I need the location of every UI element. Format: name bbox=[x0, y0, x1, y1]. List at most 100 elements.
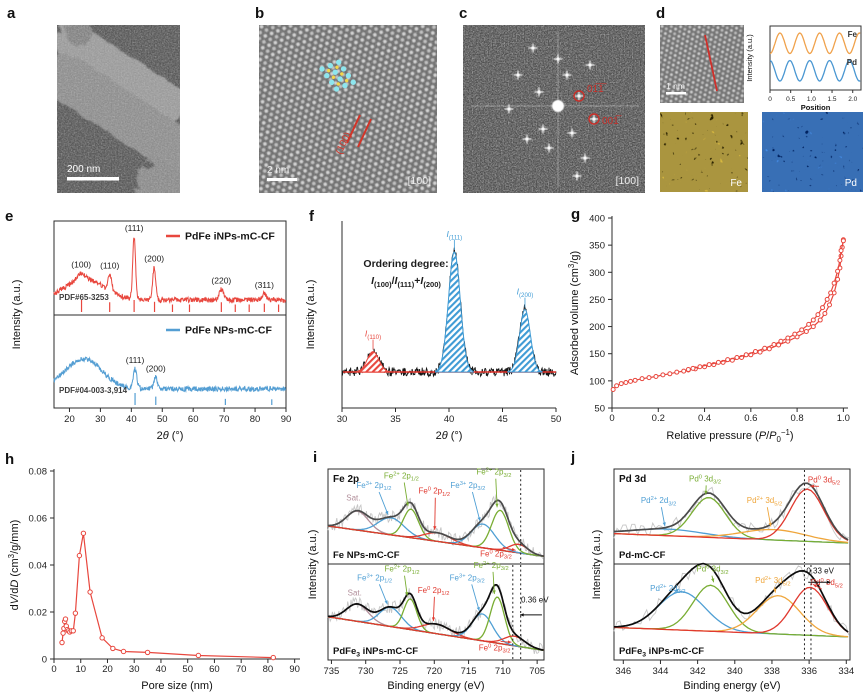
hatched-peak bbox=[507, 309, 543, 373]
peak-label: (100) bbox=[71, 260, 91, 270]
x-tick-label: 1.0 bbox=[807, 96, 816, 103]
component-label: Fe3+ 2p1/2 bbox=[356, 481, 391, 492]
legend-label: PdFe NPs-mC-CF bbox=[185, 325, 273, 337]
panel-label-h: h bbox=[5, 451, 15, 468]
panel-label-b: b bbox=[255, 5, 265, 22]
data-point bbox=[60, 630, 66, 636]
y-axis-label: Intensity (a.u.) bbox=[11, 280, 23, 350]
component-label: Fe0 2p3/2 bbox=[479, 643, 511, 654]
pdf-reference-label: PDF#04-003-3,914 bbox=[59, 386, 128, 395]
scale-bar bbox=[267, 178, 297, 181]
data-point bbox=[828, 290, 834, 296]
data-point bbox=[144, 649, 151, 656]
x-tick-label: 70 bbox=[219, 414, 230, 425]
data-point bbox=[681, 368, 687, 374]
x-tick-label: 1.5 bbox=[828, 96, 837, 103]
data-point bbox=[706, 362, 712, 368]
data-point bbox=[835, 268, 841, 274]
data-point bbox=[785, 335, 791, 341]
fit-component bbox=[327, 616, 544, 651]
raw-spectrum bbox=[613, 482, 850, 541]
data-point bbox=[653, 374, 659, 380]
data-point bbox=[776, 342, 782, 348]
peak-label: (111) bbox=[126, 355, 145, 365]
data-point bbox=[195, 652, 202, 659]
envelope bbox=[328, 499, 544, 557]
hatched-peak bbox=[353, 351, 393, 373]
component-label: Fe2+ 2p1/2 bbox=[385, 565, 420, 576]
fit-component bbox=[613, 528, 849, 544]
x-tick-label: 342 bbox=[690, 666, 706, 677]
data-point bbox=[623, 379, 629, 385]
peak-label: (200) bbox=[146, 363, 166, 373]
x-tick-label: 0.2 bbox=[652, 413, 665, 424]
panel-label-c: c bbox=[459, 5, 468, 22]
data-point bbox=[618, 381, 624, 387]
y-tick-label: 400 bbox=[589, 214, 605, 225]
atomic-lattice bbox=[660, 25, 744, 103]
data-point bbox=[799, 327, 805, 333]
x-tick-label: 0.8 bbox=[790, 413, 803, 424]
component-label: Fe3+ 2p3/2 bbox=[450, 573, 485, 584]
x-axis-label: Binding energy (eV) bbox=[387, 680, 484, 692]
data-point bbox=[62, 616, 69, 622]
data-point bbox=[771, 341, 777, 347]
shift-value-label: 0.36 eV bbox=[521, 595, 549, 604]
data-point bbox=[838, 248, 844, 254]
x-axis-label: Pore size (nm) bbox=[141, 680, 213, 692]
spot-circle-001 bbox=[588, 113, 600, 125]
panel-label-g: g bbox=[571, 206, 581, 223]
region-label: Fe 2p bbox=[333, 474, 359, 485]
x-tick-label: 0 bbox=[609, 413, 614, 424]
x-tick-label: 10 bbox=[75, 664, 86, 675]
component-label: Sat. bbox=[348, 589, 362, 598]
pdf-reference-label: PDF#65-3253 bbox=[59, 293, 109, 302]
x-tick-label: 0 bbox=[51, 664, 56, 675]
x-axis-label: Relative pressure (P/P0−1) bbox=[666, 428, 793, 444]
data-line bbox=[612, 239, 844, 390]
data-point bbox=[810, 324, 816, 330]
y-axis-label: Adsorbed volume (cm3/g) bbox=[567, 251, 581, 375]
data-point bbox=[685, 366, 691, 372]
peak-label: (111) bbox=[125, 223, 144, 233]
x-tick-label: 50 bbox=[551, 414, 562, 425]
x-tick-label: 0.5 bbox=[786, 96, 795, 103]
y-axis-label: dV/dD (cm3/g/mm) bbox=[7, 520, 21, 611]
x-tick-label: 720 bbox=[426, 666, 442, 677]
x-tick-label: 30 bbox=[129, 664, 140, 675]
panel-h-pore-size-chart: 0 10 20 30 40 50 60 70 80 90 0 0.02 0.04 0.06 0.08 Pore… bbox=[7, 467, 300, 692]
panel-f-ordering-chart: 30 35 40 45 50 2θ (°) Intensity (a.u.) I(110) I(… bbox=[305, 221, 562, 442]
peak-intensity-label: I(111) bbox=[446, 229, 462, 241]
x-axis-label: 2θ (°) bbox=[157, 430, 184, 442]
y-axis-label: Intensity (a.u.) bbox=[591, 530, 603, 600]
profile-curve-fe bbox=[769, 32, 861, 55]
data-point bbox=[840, 238, 846, 244]
y-tick-label: 100 bbox=[589, 376, 605, 387]
peak-intensity-label: I(110) bbox=[365, 329, 381, 341]
shift-value-label: 0.33 eV bbox=[806, 567, 834, 576]
spot-label-001: 001̅ bbox=[602, 115, 622, 127]
y-axis-label: Intensity (a.u.) bbox=[305, 280, 317, 350]
panel-label-i: i bbox=[313, 449, 318, 466]
component-label: Pd0 3d5/2 bbox=[811, 578, 843, 589]
x-tick-label: 20 bbox=[102, 664, 113, 675]
data-point bbox=[690, 365, 696, 371]
data-point bbox=[803, 328, 809, 334]
data-point bbox=[715, 359, 721, 365]
x-tick-label: 40 bbox=[156, 664, 167, 675]
component-label: Fe0 2p1/2 bbox=[418, 487, 450, 498]
panel-label-d: d bbox=[656, 5, 666, 22]
line-profile-marker bbox=[704, 34, 718, 92]
component-label: Pd0 3d3/2 bbox=[696, 565, 728, 576]
component-label: Sat. bbox=[346, 493, 360, 502]
scale-bar bbox=[67, 177, 119, 181]
component-label: Pd0 3d5/2 bbox=[808, 475, 840, 486]
y-tick-label: 0.04 bbox=[29, 561, 48, 572]
zone-axis-label: [100] bbox=[616, 175, 639, 187]
data-point bbox=[632, 377, 638, 383]
x-tick-label: 70 bbox=[236, 664, 247, 675]
x-tick-label: 90 bbox=[281, 414, 292, 425]
x-tick-label: 80 bbox=[263, 664, 274, 675]
panel-label-f: f bbox=[309, 208, 314, 225]
